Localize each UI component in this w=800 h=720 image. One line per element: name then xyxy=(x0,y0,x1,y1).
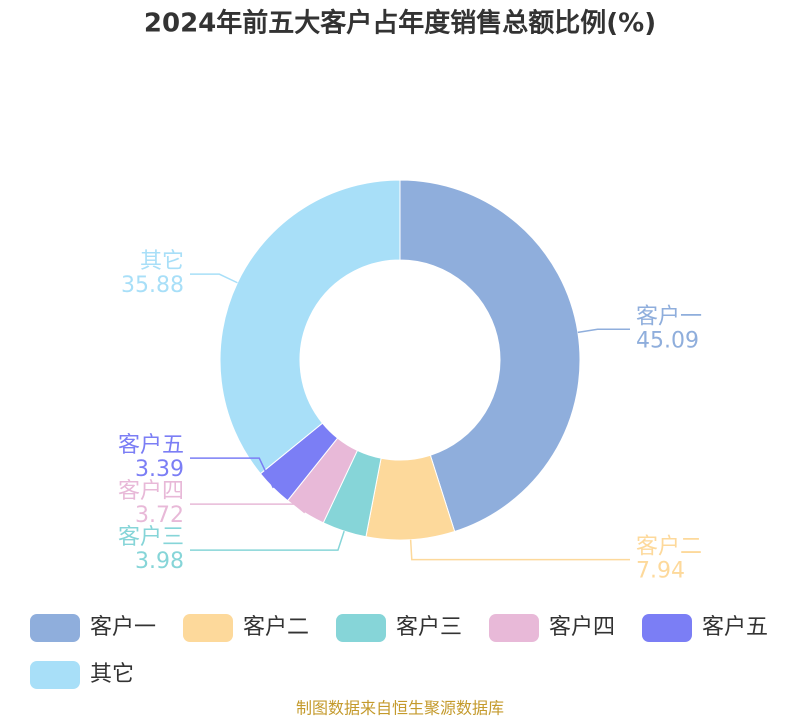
slice-label: 客户一 xyxy=(636,304,702,329)
leader-line xyxy=(190,530,345,551)
leader-line xyxy=(577,328,630,334)
slice-label: 客户二 xyxy=(636,535,702,560)
legend-swatch xyxy=(30,614,80,642)
legend-swatch xyxy=(30,661,80,689)
leader-line xyxy=(190,457,274,489)
donut-slice xyxy=(399,179,581,533)
slice-label: 客户五 xyxy=(118,433,184,458)
chart-title: 2024年前五大客户占年度销售总额比例(%) xyxy=(144,8,656,39)
value-label: 3.39 xyxy=(135,457,184,482)
legend-label: 客户五 xyxy=(702,615,768,640)
slice-label: 其它 xyxy=(140,249,184,274)
legend-label: 客户四 xyxy=(549,615,615,640)
legend-label: 其它 xyxy=(90,662,134,687)
slice-label: 客户四 xyxy=(118,479,184,504)
source-note: 制图数据来自恒生聚源数据库 xyxy=(296,699,504,718)
legend-swatch xyxy=(183,614,233,642)
value-label: 7.94 xyxy=(636,559,685,584)
legend-label: 客户三 xyxy=(396,615,462,640)
legend-swatch xyxy=(489,614,539,642)
legend-label: 客户一 xyxy=(90,615,156,640)
value-label: 35.88 xyxy=(121,273,184,298)
legend-label: 客户二 xyxy=(243,615,309,640)
slice-label: 客户三 xyxy=(118,525,184,550)
value-label: 3.72 xyxy=(135,503,184,528)
value-label: 45.09 xyxy=(636,328,699,353)
legend-swatch xyxy=(336,614,386,642)
donut-slice xyxy=(219,179,401,475)
value-label: 3.98 xyxy=(135,549,184,574)
leader-line xyxy=(190,503,306,514)
legend-swatch xyxy=(642,614,692,642)
leader-line xyxy=(409,539,630,561)
leader-line xyxy=(190,273,238,284)
